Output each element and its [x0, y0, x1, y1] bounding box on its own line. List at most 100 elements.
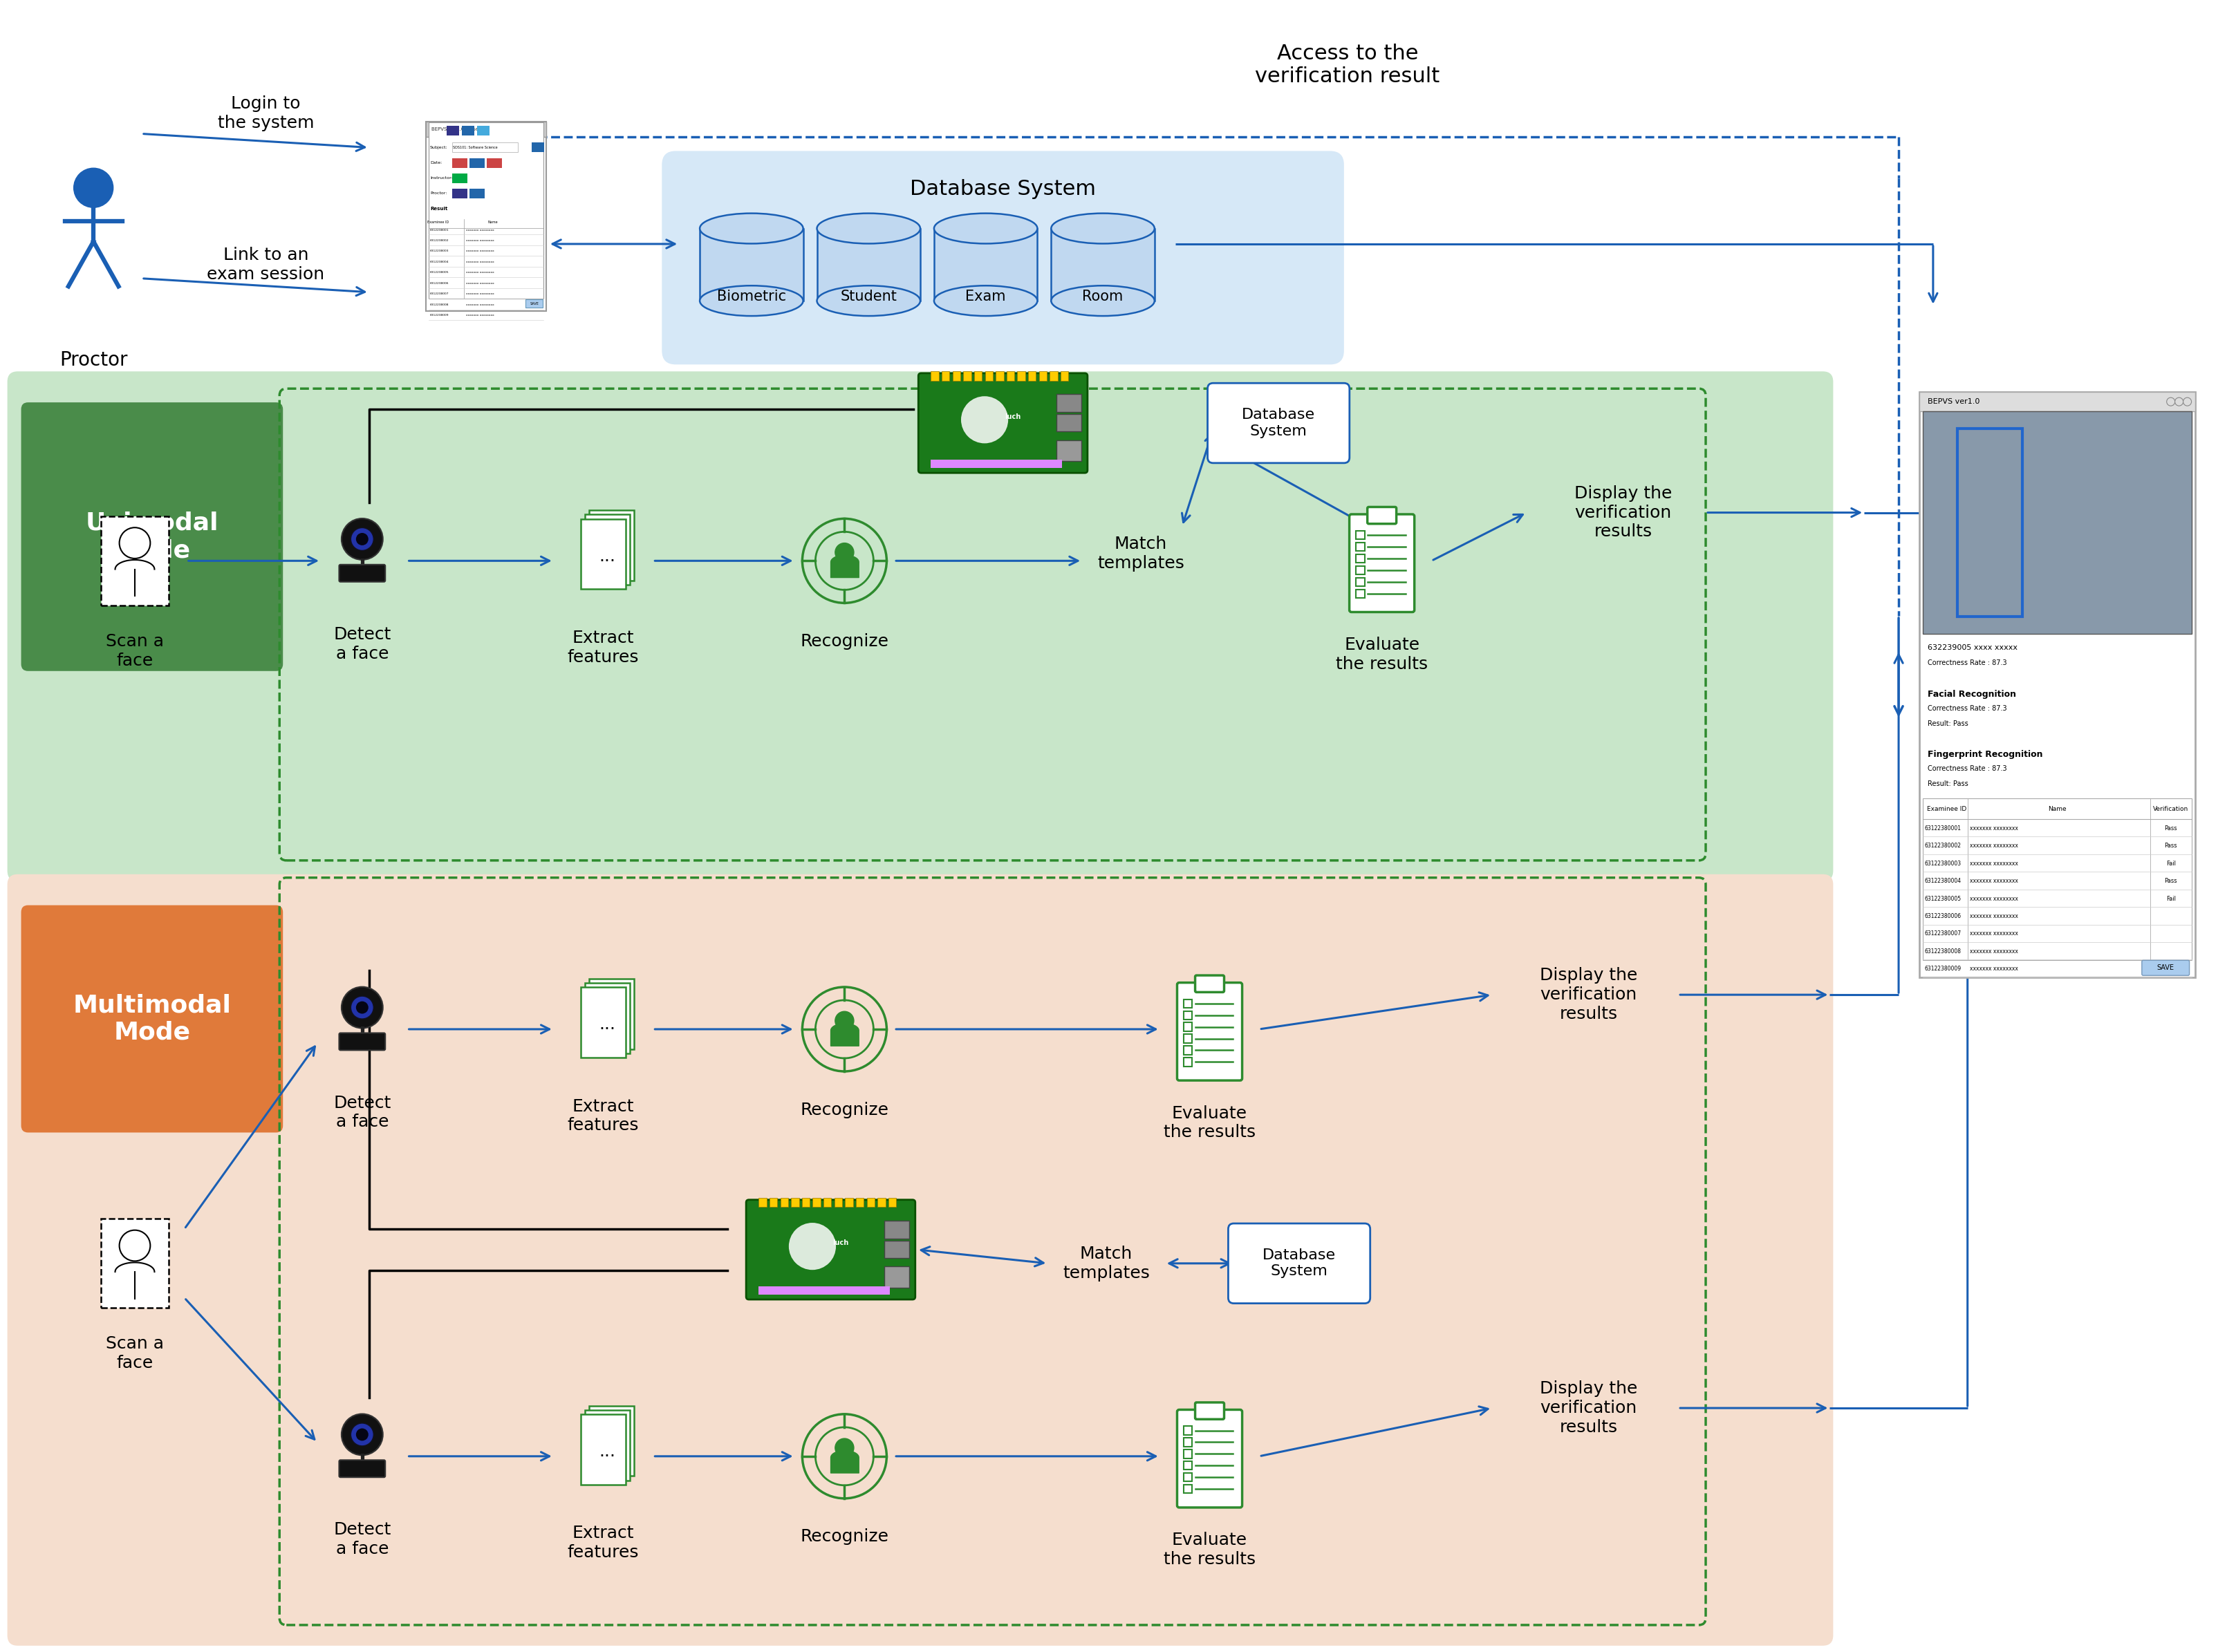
FancyBboxPatch shape	[1918, 392, 2196, 978]
Text: Database System: Database System	[910, 178, 1096, 198]
Bar	[470, 188, 485, 198]
Text: Correctness Rate : 87.3: Correctness Rate : 87.3	[1927, 765, 2008, 771]
Text: 6312238008: 6312238008	[429, 304, 449, 306]
Text: Display the
verification
results: Display the verification results	[1541, 1381, 1637, 1436]
FancyBboxPatch shape	[1355, 530, 1364, 539]
FancyBboxPatch shape	[340, 565, 385, 582]
Text: BEPVS ver1.0: BEPVS ver1.0	[1927, 398, 1979, 405]
Text: Exam: Exam	[966, 289, 1006, 304]
Bar	[1923, 798, 2191, 960]
FancyBboxPatch shape	[101, 1219, 168, 1308]
Text: Student: Student	[841, 289, 897, 304]
Bar	[930, 372, 939, 380]
Text: 63122380005: 63122380005	[1925, 895, 1961, 902]
Text: Result: Pass: Result: Pass	[1927, 780, 1968, 788]
Bar	[1058, 439, 1082, 461]
FancyBboxPatch shape	[747, 1199, 915, 1300]
Circle shape	[834, 1011, 854, 1031]
Bar	[758, 1287, 890, 1295]
Text: Extract
features: Extract features	[568, 1525, 639, 1561]
Bar	[1060, 372, 1069, 380]
Text: Date:: Date:	[429, 162, 443, 165]
Circle shape	[351, 1422, 373, 1446]
Bar	[888, 1198, 897, 1208]
Text: Name: Name	[487, 220, 499, 225]
Bar	[941, 372, 950, 380]
Bar	[769, 1198, 778, 1208]
Text: Detect
a face: Detect a face	[333, 626, 391, 662]
Bar	[452, 173, 467, 183]
FancyBboxPatch shape	[20, 403, 284, 671]
Bar	[984, 372, 993, 380]
Text: Extract
features: Extract features	[568, 1099, 639, 1133]
Text: xxxxxxx xxxxxxxx: xxxxxxx xxxxxxxx	[465, 228, 494, 231]
Bar	[586, 1411, 631, 1480]
FancyBboxPatch shape	[1207, 383, 1351, 463]
Circle shape	[351, 996, 373, 1019]
FancyBboxPatch shape	[1176, 983, 1243, 1080]
Text: 632239005 xxxx xxxxx: 632239005 xxxx xxxxx	[1927, 644, 2017, 651]
Bar	[845, 1198, 852, 1208]
Bar	[1058, 415, 1082, 431]
Circle shape	[342, 519, 382, 560]
FancyBboxPatch shape	[1183, 1034, 1192, 1042]
Text: xxxxxxx xxxxxxxx: xxxxxxx xxxxxxxx	[1970, 861, 2017, 867]
Circle shape	[342, 1414, 382, 1455]
Bar	[581, 519, 626, 590]
Text: ...: ...	[599, 1444, 615, 1460]
FancyBboxPatch shape	[340, 1460, 385, 1477]
Bar	[823, 1198, 832, 1208]
Text: Biometric: Biometric	[718, 289, 787, 304]
Bar	[1040, 372, 1046, 380]
Bar	[975, 372, 982, 380]
Text: Name: Name	[2048, 806, 2066, 811]
Ellipse shape	[700, 213, 803, 243]
Circle shape	[834, 1439, 854, 1457]
Bar	[429, 122, 543, 299]
Text: 63122380006: 63122380006	[1925, 914, 1961, 920]
Bar	[590, 1406, 635, 1477]
FancyBboxPatch shape	[1194, 975, 1223, 993]
Bar	[425, 122, 546, 137]
Circle shape	[2167, 398, 2176, 406]
Text: 63122380009: 63122380009	[1925, 966, 1961, 971]
Circle shape	[74, 169, 114, 208]
Text: xxxxxxx xxxxxxxx: xxxxxxx xxxxxxxx	[465, 282, 494, 284]
Text: 63122380002: 63122380002	[1925, 843, 1961, 849]
Text: Evaluate
the results: Evaluate the results	[1163, 1105, 1257, 1142]
Text: BEPVS ver1.0  Reset: BEPVS ver1.0 Reset	[432, 127, 481, 132]
Bar	[1029, 372, 1035, 380]
Text: Pass: Pass	[2164, 877, 2178, 884]
FancyBboxPatch shape	[101, 517, 168, 605]
Ellipse shape	[1051, 286, 1154, 316]
Text: 6312238006: 6312238006	[429, 282, 449, 284]
FancyBboxPatch shape	[20, 905, 284, 1133]
FancyBboxPatch shape	[1355, 590, 1364, 598]
Text: Result: Pass: Result: Pass	[1927, 720, 1968, 727]
Bar	[590, 510, 635, 580]
FancyBboxPatch shape	[1183, 1426, 1192, 1434]
Text: xxxxxxx xxxxxxxx: xxxxxxx xxxxxxxx	[465, 314, 494, 317]
Circle shape	[342, 986, 382, 1028]
Bar	[1923, 411, 2191, 634]
Text: 6312238002: 6312238002	[429, 240, 449, 241]
FancyBboxPatch shape	[1183, 1462, 1192, 1470]
Text: Detect
a face: Detect a face	[333, 1521, 391, 1558]
FancyBboxPatch shape	[1183, 1474, 1192, 1482]
Text: Match
templates: Match templates	[1062, 1246, 1149, 1282]
Text: xxxxxxx xxxxxxxx: xxxxxxx xxxxxxxx	[465, 261, 494, 263]
Text: Scan a
face: Scan a face	[105, 1336, 163, 1371]
Bar	[452, 142, 517, 152]
Text: 6312238005: 6312238005	[429, 271, 449, 274]
Text: Database
System: Database System	[1241, 408, 1315, 438]
Text: xxxxxxx xxxxxxxx: xxxxxxx xxxxxxxx	[1970, 966, 2017, 971]
Text: xxxxxxx xxxxxxxx: xxxxxxx xxxxxxxx	[1970, 895, 2017, 902]
Text: luch: luch	[832, 1239, 847, 1247]
Text: Proctor:: Proctor:	[429, 192, 447, 195]
FancyBboxPatch shape	[1183, 1450, 1192, 1459]
Circle shape	[119, 527, 150, 558]
FancyBboxPatch shape	[662, 150, 1344, 365]
Bar	[476, 126, 490, 135]
Ellipse shape	[700, 286, 803, 316]
Bar	[1006, 372, 1015, 380]
